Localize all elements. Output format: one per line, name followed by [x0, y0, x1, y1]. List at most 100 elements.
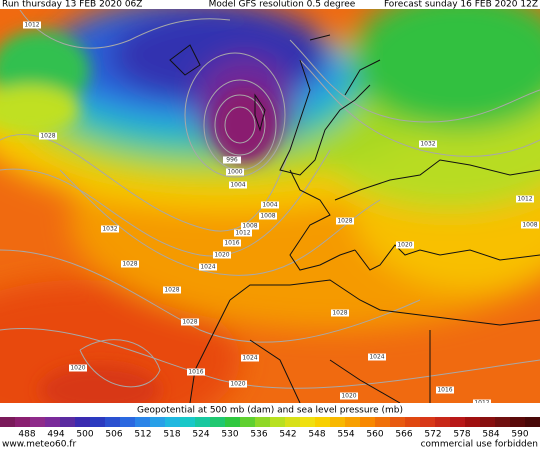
- colorbar-tick-label: 560: [366, 430, 383, 440]
- colorbar-cell: [180, 417, 196, 427]
- colorbar-cell: [495, 417, 511, 427]
- colorbar-tick-label: 548: [308, 430, 325, 440]
- colorbar-tick-label: 488: [18, 430, 35, 440]
- isobar-label: 1020: [341, 393, 356, 400]
- isobar-label-bg: [121, 260, 139, 268]
- colorbar-cell: [45, 417, 61, 427]
- colorbar-cell: [375, 417, 391, 427]
- header-bar: [0, 0, 540, 9]
- isobar-label-bg: [101, 225, 119, 233]
- model-label: Model GFS resolution 0.5 degree: [209, 0, 356, 10]
- isobar-label: 1016: [437, 387, 452, 394]
- isobar-label-bg: [241, 354, 259, 362]
- notice-label: commercial use forbidden: [421, 440, 538, 450]
- colorbar-cell: [195, 417, 211, 427]
- isobar-label-bg: [419, 140, 437, 148]
- isobar-label-bg: [223, 239, 241, 247]
- colorbar-cell: [0, 417, 16, 427]
- colorbar-cell: [420, 417, 436, 427]
- isobar-label-bg: [331, 309, 349, 317]
- isobar-label-bg: [213, 251, 231, 259]
- isobar-label: 1028: [337, 218, 352, 225]
- isobar-label-bg: [181, 318, 199, 326]
- isobar-label-bg: [261, 201, 279, 209]
- colorbar: 488 494 500 506 512 518 524 530 536 542 548 554 560 5…: [0, 417, 540, 440]
- colorbar-cell: [525, 417, 540, 427]
- run-label: Run thursday 13 FEB 2020 06Z: [2, 0, 142, 10]
- colorbar-cell: [480, 417, 496, 427]
- isobar-label-bg: [259, 212, 277, 220]
- isobar-label: 996: [226, 157, 238, 164]
- isobar-label: 1004: [230, 182, 245, 189]
- colorbar-cell: [150, 417, 166, 427]
- colorbar-tick-label: 584: [482, 430, 499, 440]
- isobar-label: 1016: [224, 240, 239, 247]
- colorbar-cell: [90, 417, 106, 427]
- colorbar-tick-label: 554: [337, 430, 354, 440]
- colorbar-tick-label: 530: [221, 430, 238, 440]
- isobar-label-bg: [516, 195, 534, 203]
- isobar-label: 1012: [474, 400, 489, 407]
- colorbar-tick-label: 566: [395, 430, 412, 440]
- isobar-label: 1032: [102, 226, 117, 233]
- isobar-label: 1012: [517, 196, 532, 203]
- colorbar-cell: [165, 417, 181, 427]
- colorbar-cell: [390, 417, 406, 427]
- isobar-label-bg: [69, 364, 87, 372]
- isobar-label-bg: [340, 392, 358, 400]
- isobar-label-bg: [436, 386, 454, 394]
- isobar-label: 1024: [242, 355, 257, 362]
- colorbar-tick-label: 578: [453, 430, 470, 440]
- colorbar-cell: [60, 417, 76, 427]
- isobar-label: 1028: [332, 310, 347, 317]
- isobar-label: 1028: [122, 261, 137, 268]
- colorbar-cell: [210, 417, 226, 427]
- isobar-label: 1032: [420, 141, 435, 148]
- colorbar-cell: [120, 417, 136, 427]
- colorbar-cell: [315, 417, 331, 427]
- colorbar-cell: [510, 417, 526, 427]
- isobar-label: 1008: [260, 213, 275, 220]
- colorbar-tick-label: 572: [424, 430, 441, 440]
- colorbar-cell: [435, 417, 451, 427]
- colorbar-tick-label: 506: [105, 430, 122, 440]
- colorbar-cell: [30, 417, 46, 427]
- isobar-label-bg: [187, 368, 205, 376]
- colorbar-tick-label: 542: [279, 430, 296, 440]
- isobar-label: 1028: [182, 319, 197, 326]
- colorbar-cell: [345, 417, 361, 427]
- isobar-label: 1012: [24, 22, 39, 29]
- isobar-label-bg: [226, 168, 244, 176]
- colorbar-cell: [225, 417, 241, 427]
- isobar-label-bg: [199, 263, 217, 271]
- colorbar-cell: [330, 417, 346, 427]
- isobar-label-bg: [223, 156, 241, 164]
- colorbar-cell: [450, 417, 466, 427]
- isobar-label: 1024: [369, 354, 384, 361]
- isobar-label-bg: [229, 380, 247, 388]
- isobar-label: 1020: [397, 242, 412, 249]
- legend-title: Geopotential at 500 mb (dam) and sea lev…: [137, 406, 403, 416]
- colorbar-cell: [360, 417, 376, 427]
- isobar-label: 1020: [230, 381, 245, 388]
- isobar-label-bg: [396, 241, 414, 249]
- isobar-label-bg: [39, 132, 57, 140]
- colorbar-cell: [15, 417, 31, 427]
- isobar-label: 1012: [235, 230, 250, 237]
- coastlines: [169, 34, 540, 403]
- isobar-label-bg: [241, 222, 259, 230]
- isobar-label-bg: [23, 21, 41, 29]
- colorbar-cell: [105, 417, 121, 427]
- colorbar-cell: [285, 417, 301, 427]
- colorbar-cell: [255, 417, 271, 427]
- colorbar-cell: [240, 417, 256, 427]
- colorbar-cell: [465, 417, 481, 427]
- colorbar-cell: [300, 417, 316, 427]
- colorbar-tick-label: 536: [250, 430, 267, 440]
- colorbar-tick-label: 512: [134, 430, 151, 440]
- colorbar-cell: [135, 417, 151, 427]
- isobar-label: 1008: [522, 222, 537, 229]
- isobar-label: 1008: [242, 223, 257, 230]
